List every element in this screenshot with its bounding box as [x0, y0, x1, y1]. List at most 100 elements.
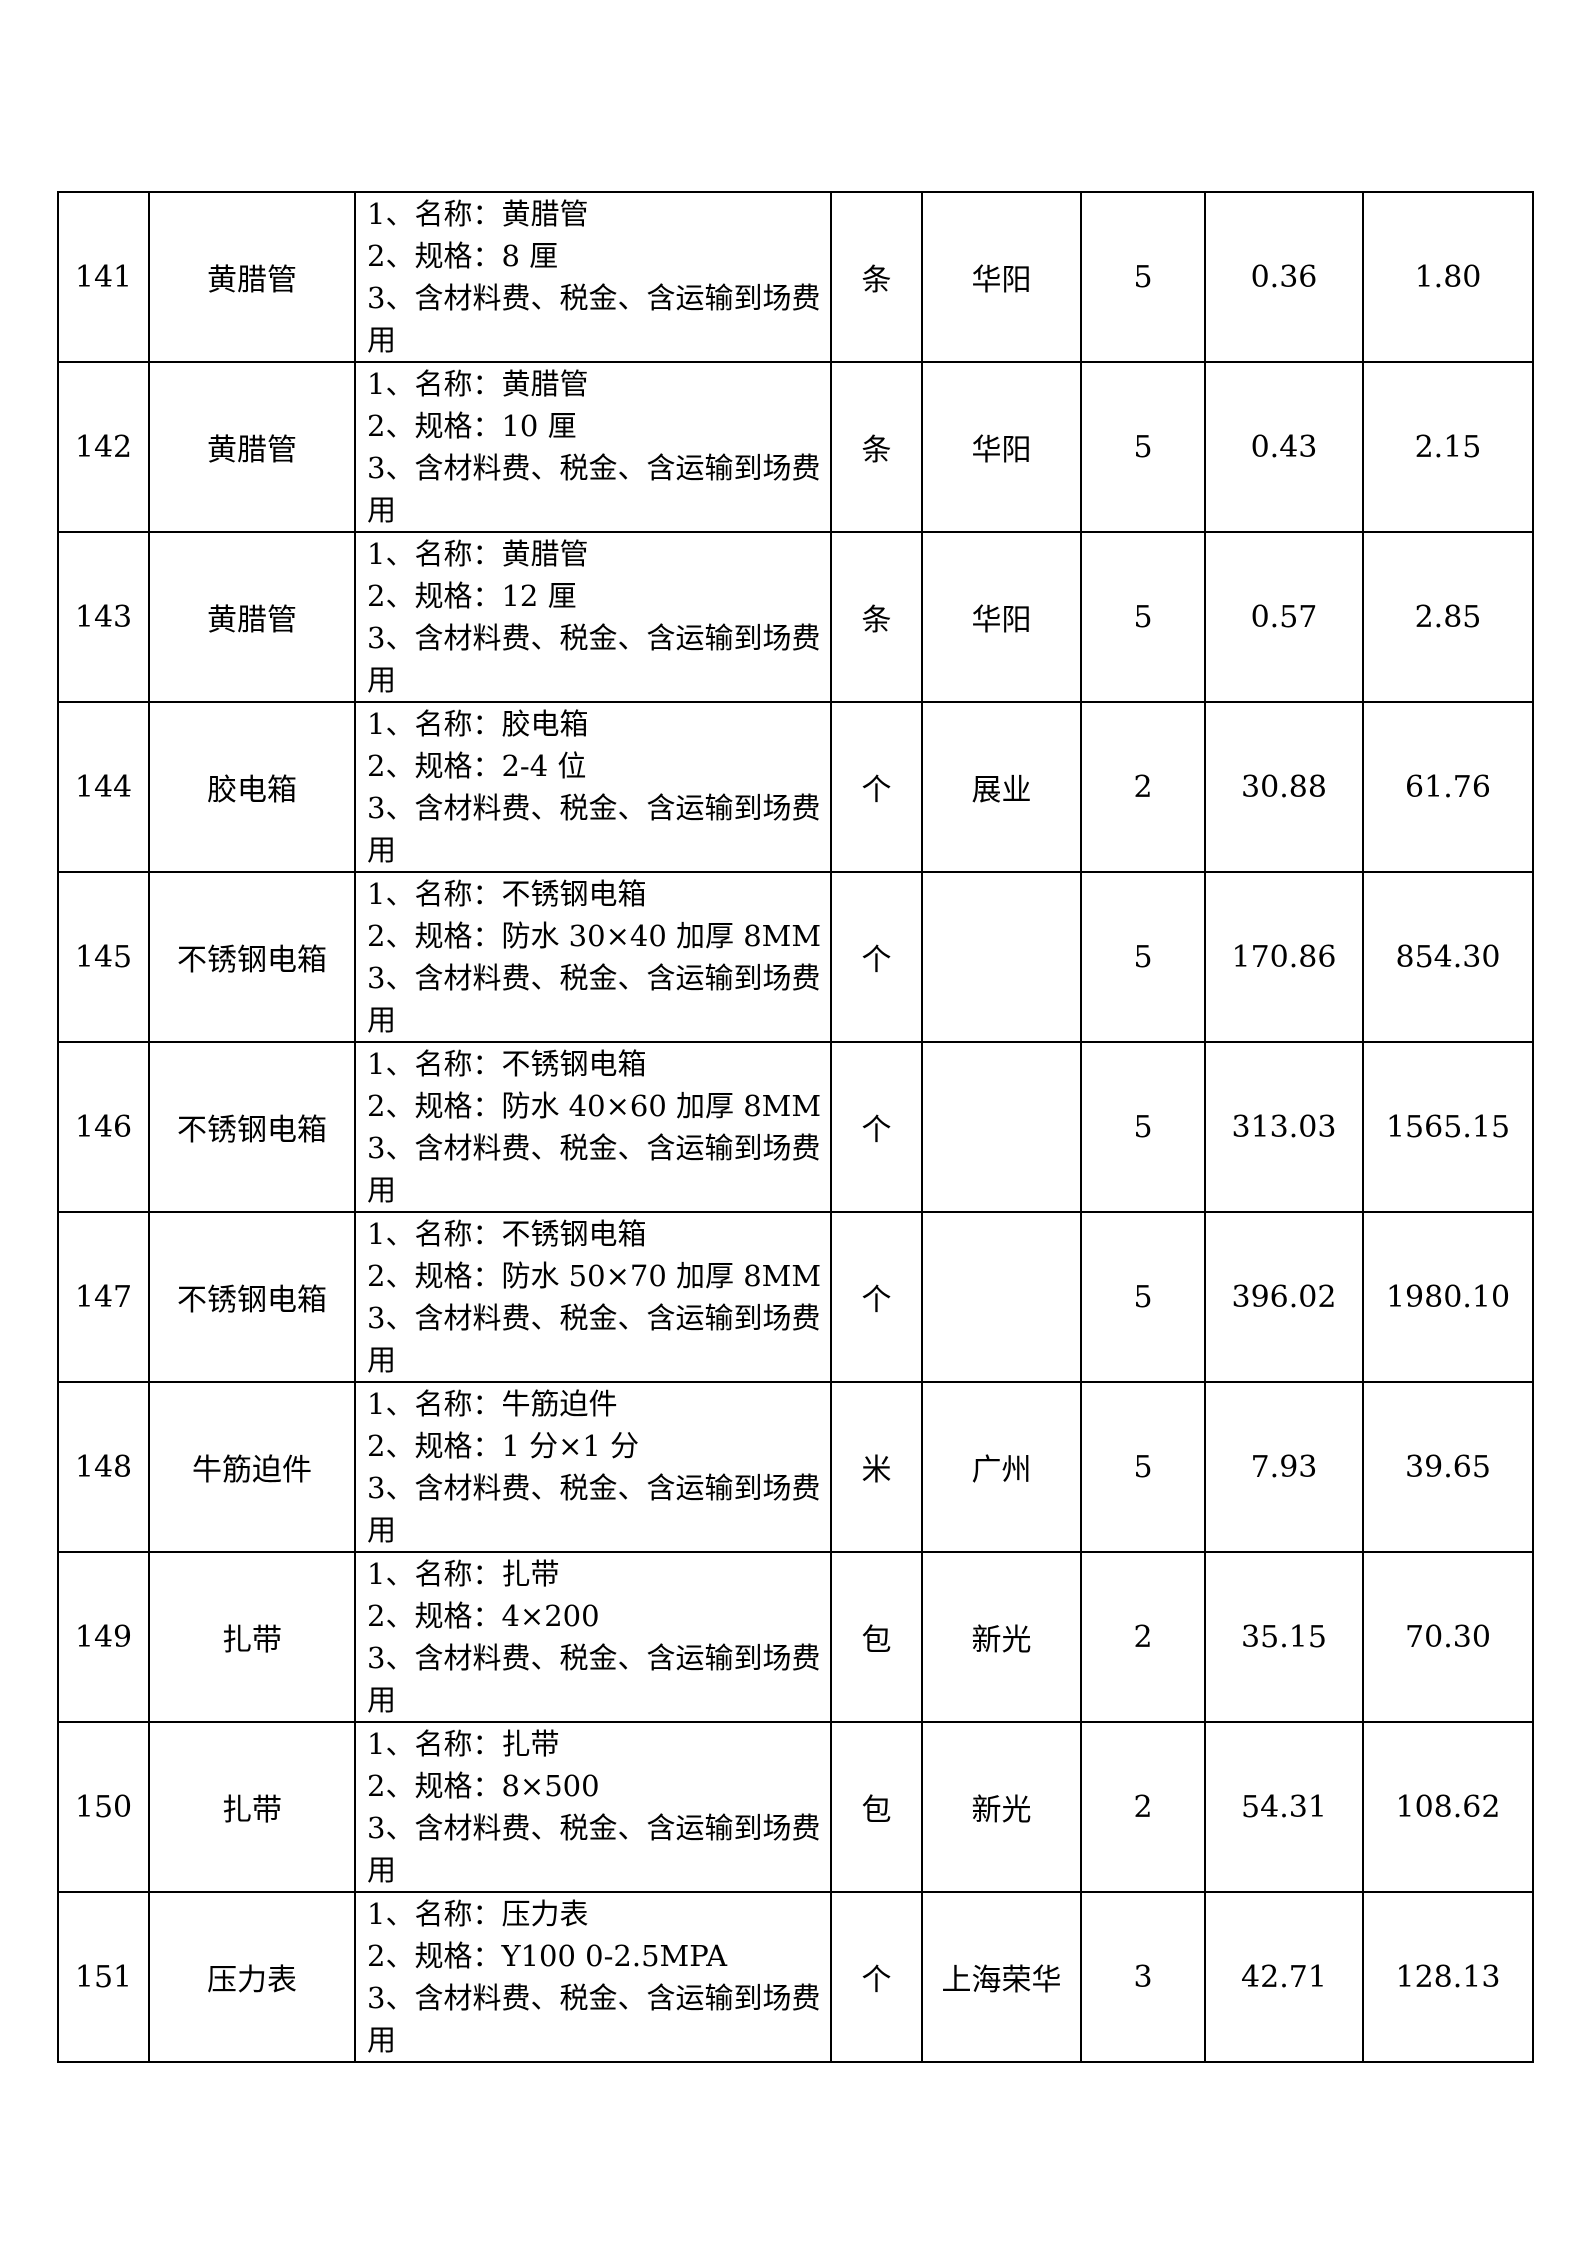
item-name-cell: 不锈钢电箱: [148, 1041, 356, 1213]
serial-cell: 148: [57, 1381, 150, 1553]
item-name-cell: 黄腊管: [148, 531, 356, 703]
serial-cell: 145: [57, 871, 150, 1043]
spec-line: 2、规格：防水 50×70 加厚 8MM: [367, 1259, 822, 1293]
serial-cell: 141: [57, 191, 150, 363]
unit-cell: 包: [830, 1721, 923, 1893]
spec-cell: 1、名称：黄腊管 2、规格：8 厘 3、含材料费、税金、含运输到场费用: [354, 191, 832, 363]
total-price-cell: 1980.10: [1362, 1211, 1534, 1383]
spec-line: 3、含材料费、税金、含运输到场费: [367, 451, 821, 485]
spec-line: 1、名称：胶电箱: [367, 707, 589, 741]
spec-line: 用: [367, 663, 397, 697]
item-name-cell: 压力表: [148, 1891, 356, 2063]
spec-line: 3、含材料费、税金、含运输到场费: [367, 1641, 821, 1675]
spec-cell: 1、名称：不锈钢电箱 2、规格：防水 50×70 加厚 8MM 3、含材料费、税金、…: [354, 1211, 832, 1383]
serial-cell: 150: [57, 1721, 150, 1893]
spec-line: 2、规格：防水 40×60 加厚 8MM: [367, 1089, 822, 1123]
spec-line: 2、规格：Y100 0-2.5MPA: [367, 1939, 728, 1973]
total-price-cell: 61.76: [1362, 701, 1534, 873]
spec-line: 1、名称：黄腊管: [367, 367, 589, 401]
spec-line: 3、含材料费、税金、含运输到场费: [367, 1811, 821, 1845]
unit-cell: 包: [830, 1551, 923, 1723]
spec-cell: 1、名称：黄腊管 2、规格：10 厘 3、含材料费、税金、含运输到场费用: [354, 361, 832, 533]
spec-line: 2、规格：10 厘: [367, 409, 577, 443]
quantity-cell: 2: [1080, 1551, 1206, 1723]
spec-line: 用: [367, 1853, 397, 1887]
brand-cell: 新光: [921, 1551, 1082, 1723]
spec-line: 2、规格：防水 30×40 加厚 8MM: [367, 919, 822, 953]
spec-line: 3、含材料费、税金、含运输到场费: [367, 791, 821, 825]
unit-price-cell: 0.43: [1204, 361, 1364, 533]
brand-cell: 展业: [921, 701, 1082, 873]
quantity-cell: 2: [1080, 701, 1206, 873]
brand-cell: 华阳: [921, 361, 1082, 533]
spec-line: 1、名称：扎带: [367, 1557, 560, 1591]
serial-cell: 142: [57, 361, 150, 533]
table-row: 142 黄腊管 1、名称：黄腊管 2、规格：10 厘 3、含材料费、税金、含运输到场费用…: [57, 361, 1534, 533]
quantity-cell: 5: [1080, 361, 1206, 533]
spec-line: 3、含材料费、税金、含运输到场费: [367, 1981, 821, 2015]
spec-line: 1、名称：牛筋迫件: [367, 1387, 618, 1421]
brand-cell: 华阳: [921, 531, 1082, 703]
spec-line: 2、规格：2-4 位: [367, 749, 587, 783]
spec-line: 用: [367, 323, 397, 357]
table-row: 144 胶电箱 1、名称：胶电箱 2、规格：2-4 位 3、含材料费、税金、含运输到场费…: [57, 701, 1534, 873]
total-price-cell: 128.13: [1362, 1891, 1534, 2063]
spec-line: 用: [367, 833, 397, 867]
brand-cell: [921, 871, 1082, 1043]
spec-cell: 1、名称：黄腊管 2、规格：12 厘 3、含材料费、税金、含运输到场费用: [354, 531, 832, 703]
spec-line: 3、含材料费、税金、含运输到场费: [367, 1471, 821, 1505]
unit-cell: 米: [830, 1381, 923, 1553]
unit-price-cell: 313.03: [1204, 1041, 1364, 1213]
unit-cell: 条: [830, 361, 923, 533]
spec-line: 用: [367, 1513, 397, 1547]
quantity-cell: 5: [1080, 1211, 1206, 1383]
table-row: 148 牛筋迫件 1、名称：牛筋迫件 2、规格：1 分×1 分 3、含材料费、税金、含运…: [57, 1381, 1534, 1553]
spec-line: 3、含材料费、税金、含运输到场费: [367, 281, 821, 315]
price-table: 141 黄腊管 1、名称：黄腊管 2、规格：8 厘 3、含材料费、税金、含运输到场费用条…: [57, 191, 1534, 2063]
quantity-cell: 3: [1080, 1891, 1206, 2063]
total-price-cell: 2.85: [1362, 531, 1534, 703]
quantity-cell: 5: [1080, 531, 1206, 703]
spec-line: 用: [367, 493, 397, 527]
serial-cell: 143: [57, 531, 150, 703]
spec-line: 2、规格：4×200: [367, 1599, 600, 1633]
brand-cell: 华阳: [921, 191, 1082, 363]
unit-cell: 个: [830, 871, 923, 1043]
total-price-cell: 39.65: [1362, 1381, 1534, 1553]
spec-line: 用: [367, 1003, 397, 1037]
brand-cell: [921, 1211, 1082, 1383]
quantity-cell: 5: [1080, 871, 1206, 1043]
spec-line: 2、规格：12 厘: [367, 579, 577, 613]
spec-line: 1、名称：不锈钢电箱: [367, 877, 647, 911]
spec-cell: 1、名称：不锈钢电箱 2、规格：防水 40×60 加厚 8MM 3、含材料费、税金、…: [354, 1041, 832, 1213]
spec-cell: 1、名称：压力表 2、规格：Y100 0-2.5MPA 3、含材料费、税金、含运输到…: [354, 1891, 832, 2063]
table-row: 145 不锈钢电箱 1、名称：不锈钢电箱 2、规格：防水 30×40 加厚 8MM 3、…: [57, 871, 1534, 1043]
spec-line: 用: [367, 1173, 397, 1207]
total-price-cell: 1.80: [1362, 191, 1534, 363]
item-name-cell: 胶电箱: [148, 701, 356, 873]
serial-cell: 144: [57, 701, 150, 873]
item-name-cell: 牛筋迫件: [148, 1381, 356, 1553]
unit-cell: 条: [830, 191, 923, 363]
spec-line: 3、含材料费、税金、含运输到场费: [367, 1131, 821, 1165]
unit-price-cell: 35.15: [1204, 1551, 1364, 1723]
unit-price-cell: 7.93: [1204, 1381, 1364, 1553]
unit-cell: 个: [830, 701, 923, 873]
unit-price-cell: 396.02: [1204, 1211, 1364, 1383]
unit-price-cell: 170.86: [1204, 871, 1364, 1043]
spec-cell: 1、名称：牛筋迫件 2、规格：1 分×1 分 3、含材料费、税金、含运输到场费用: [354, 1381, 832, 1553]
spec-line: 3、含材料费、税金、含运输到场费: [367, 961, 821, 995]
quantity-cell: 5: [1080, 191, 1206, 363]
item-name-cell: 黄腊管: [148, 191, 356, 363]
brand-cell: 广州: [921, 1381, 1082, 1553]
spec-line: 用: [367, 2023, 397, 2057]
unit-cell: 个: [830, 1891, 923, 2063]
total-price-cell: 2.15: [1362, 361, 1534, 533]
spec-line: 2、规格：8 厘: [367, 239, 559, 273]
spec-line: 2、规格：1 分×1 分: [367, 1429, 640, 1463]
item-name-cell: 扎带: [148, 1721, 356, 1893]
table-row: 151 压力表 1、名称：压力表 2、规格：Y100 0-2.5MPA 3、含材料费、税…: [57, 1891, 1534, 2063]
table-row: 143 黄腊管 1、名称：黄腊管 2、规格：12 厘 3、含材料费、税金、含运输到场费用…: [57, 531, 1534, 703]
brand-cell: 上海荣华: [921, 1891, 1082, 2063]
quantity-cell: 5: [1080, 1381, 1206, 1553]
